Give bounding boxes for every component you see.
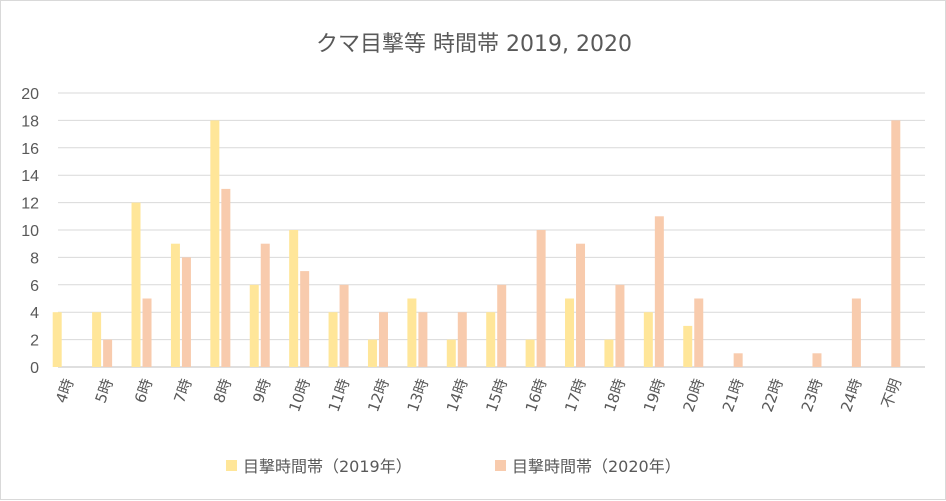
bar-2019-9時	[249, 284, 259, 367]
bar-2019-15時	[486, 312, 496, 367]
legend: 目撃時間帯（2019年） 目撃時間帯（2020年）	[226, 457, 681, 476]
x-tick-label: 4時	[52, 376, 77, 405]
x-tick-label: 不明	[878, 376, 905, 410]
bar-2019-10時	[289, 230, 299, 367]
bar-2019-4時	[52, 312, 62, 367]
bar-2019-12時	[367, 339, 377, 367]
y-tick-label: 8	[30, 250, 39, 267]
bar-2020-7時	[181, 257, 191, 367]
y-tick-label: 6	[30, 278, 39, 295]
bar-2019-20時	[683, 325, 693, 367]
x-tick-label: 20時	[679, 376, 708, 414]
x-tick-label: 11時	[325, 376, 354, 414]
x-tick-label: 5時	[92, 376, 117, 405]
y-tick-label: 16	[21, 141, 39, 158]
legend-swatch	[226, 460, 237, 471]
bar-2020-8時	[221, 188, 231, 367]
bar-2019-7時	[170, 243, 180, 367]
bar-2020-21時	[733, 353, 743, 367]
y-tick-label: 12	[21, 196, 39, 213]
bar-2019-19時	[643, 312, 653, 367]
bar-2020-14時	[457, 312, 467, 367]
x-tick-label: 15時	[482, 376, 511, 414]
bar-2020-10時	[300, 271, 310, 367]
legend-label: 目撃時間帯（2019年）	[243, 457, 412, 476]
x-tick-label: 16時	[522, 376, 551, 414]
bar-2020-9時	[260, 243, 270, 367]
x-tick-label: 23時	[798, 376, 827, 414]
y-tick-label: 14	[21, 168, 39, 185]
bar-2020-12時	[378, 312, 388, 367]
y-tick-label: 20	[21, 86, 39, 103]
bar-2020-6時	[142, 298, 152, 367]
x-tick-label: 12時	[364, 376, 393, 414]
bar-2020-23時	[812, 353, 822, 367]
legend-label: 目撃時間帯（2020年）	[512, 457, 681, 476]
bar-2020-19時	[654, 216, 664, 367]
y-axis-ticks: 0 2 4 6 8 10 12 14 16 18 20	[21, 86, 39, 377]
bar-2020-18時	[615, 284, 625, 367]
bar-2020-17時	[576, 243, 586, 367]
x-tick-label: 24時	[837, 376, 866, 414]
bar-2019-13時	[407, 298, 417, 367]
bar-2019-14時	[446, 339, 456, 367]
bar-2019-5時	[92, 312, 102, 367]
x-tick-label: 9時	[249, 376, 274, 405]
bar-2020-不明	[891, 120, 901, 368]
bar-2020-13時	[418, 312, 428, 367]
bar-2019-18時	[604, 339, 614, 367]
gridlines	[58, 92, 925, 368]
bar-2020-24時	[851, 298, 861, 367]
y-tick-label: 2	[30, 333, 39, 350]
x-tick-label: 19時	[640, 376, 669, 414]
bar-2020-15時	[497, 284, 507, 367]
bar-2019-11時	[328, 312, 338, 367]
y-tick-label: 18	[21, 113, 39, 130]
y-tick-label: 10	[21, 223, 39, 240]
y-tick-label: 4	[30, 305, 39, 322]
x-tick-label: 7時	[170, 376, 195, 405]
bar-2020-20時	[694, 298, 704, 367]
x-tick-label: 17時	[561, 376, 590, 414]
x-tick-label: 21時	[719, 376, 748, 414]
bar-2020-16時	[536, 230, 546, 367]
x-axis-ticks: 4時 5時 6時 7時 8時 9時 10時 11時 12時 13時 14時 15時 16時 17時 18時 1…	[52, 376, 905, 414]
bar-2019-6時	[131, 202, 141, 367]
y-tick-label: 0	[30, 360, 39, 377]
bar-2019-17時	[565, 298, 575, 367]
bar-2020-5時	[103, 339, 113, 367]
bar-2020-11時	[339, 284, 349, 367]
legend-swatch	[495, 460, 506, 471]
x-tick-label: 8時	[210, 376, 235, 405]
x-tick-label: 13時	[404, 376, 433, 414]
bar-2019-8時	[210, 120, 220, 368]
bar-2019-16時	[525, 339, 535, 367]
x-tick-label: 10時	[285, 376, 314, 414]
x-tick-label: 22時	[758, 376, 787, 414]
x-tick-label: 14時	[443, 376, 472, 414]
x-tick-label: 18時	[601, 376, 630, 414]
chart-title: クマ目撃等 時間帯 2019, 2020	[316, 32, 632, 57]
bars	[52, 120, 901, 368]
x-tick-label: 6時	[131, 376, 156, 405]
